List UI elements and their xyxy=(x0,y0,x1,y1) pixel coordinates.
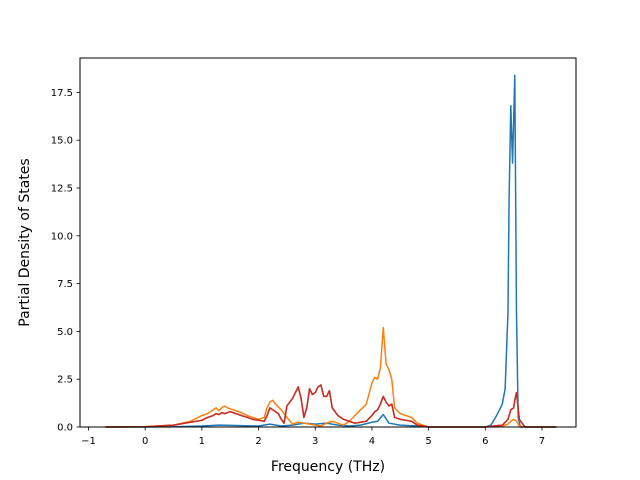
x-axis-label: Frequency (THz) xyxy=(271,459,385,475)
y-tick-label: 15.0 xyxy=(51,136,73,147)
x-tick-label: 6 xyxy=(482,436,488,447)
x-tick-label: 4 xyxy=(369,436,375,447)
series-4-line xyxy=(105,384,557,428)
y-tick-label: 5.0 xyxy=(57,327,73,338)
y-tick-label: 0.0 xyxy=(57,423,73,434)
series-1-line xyxy=(105,74,557,428)
x-tick-label: 0 xyxy=(142,436,148,447)
y-axis-label: Partial Density of States xyxy=(17,158,33,326)
y-tick-label: 2.5 xyxy=(57,375,73,386)
y-tick-label: 7.5 xyxy=(57,279,73,290)
y-axis: 0.0 2.5 5.0 7.5 10.0 12.5 15.0 17.5 xyxy=(51,88,80,434)
x-tick-label: 2 xyxy=(255,436,261,447)
y-tick-label: 17.5 xyxy=(51,88,73,99)
x-axis: −1 0 1 2 3 4 5 6 7 xyxy=(81,427,545,447)
x-tick-label: 3 xyxy=(312,436,318,447)
y-tick-label: 10.0 xyxy=(51,231,73,242)
plot-frame xyxy=(79,57,577,428)
x-tick-label: 1 xyxy=(199,436,205,447)
x-tick-label: −1 xyxy=(81,436,96,447)
x-tick-label: 7 xyxy=(539,436,545,447)
series-layer xyxy=(105,74,557,428)
x-tick-label: 5 xyxy=(425,436,431,447)
y-tick-label: 12.5 xyxy=(51,184,73,195)
